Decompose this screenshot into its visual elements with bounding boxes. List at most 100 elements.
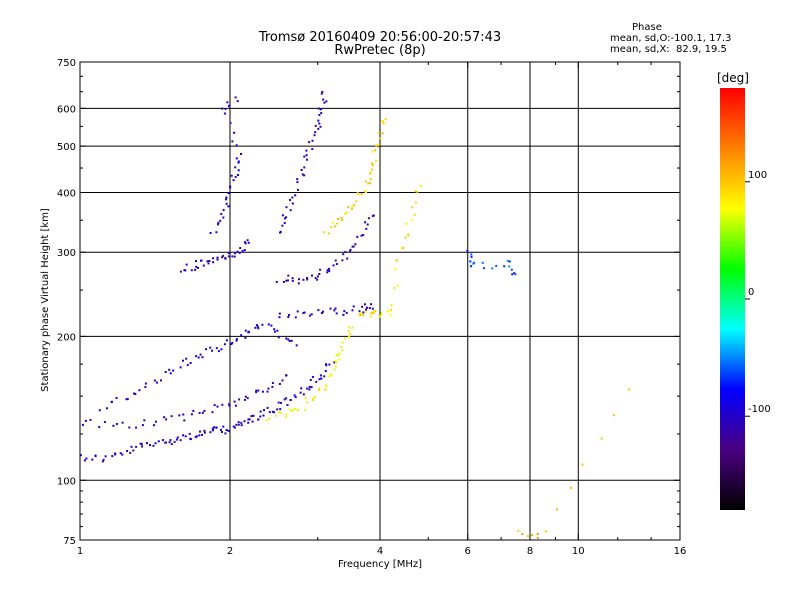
data-point <box>257 327 260 330</box>
data-point <box>195 435 198 438</box>
data-point <box>243 249 246 252</box>
data-point <box>324 370 327 372</box>
phase-info-heading: Phase <box>632 22 662 33</box>
data-point <box>331 221 334 224</box>
data-point <box>369 315 372 318</box>
data-point <box>304 397 307 400</box>
data-point <box>324 388 327 391</box>
data-point <box>201 356 204 359</box>
data-point <box>297 409 299 412</box>
data-point <box>362 313 365 316</box>
data-point <box>333 309 336 312</box>
data-point <box>375 159 378 162</box>
data-point <box>219 219 222 222</box>
data-point <box>225 202 228 205</box>
data-point <box>393 287 396 290</box>
data-point <box>212 261 215 264</box>
data-point <box>536 532 539 535</box>
data-point <box>337 218 340 220</box>
data-point <box>125 398 128 401</box>
data-point <box>238 251 241 254</box>
data-point <box>289 199 292 201</box>
data-point <box>419 185 422 187</box>
data-point <box>283 222 286 224</box>
data-point <box>263 409 265 412</box>
x-tick-label: 4 <box>377 546 383 557</box>
data-point <box>334 360 337 363</box>
data-point <box>514 273 517 276</box>
data-point <box>197 266 199 269</box>
data-point <box>349 248 352 251</box>
data-point <box>347 206 350 209</box>
data-point <box>275 280 278 283</box>
data-point <box>416 190 419 193</box>
data-point <box>102 458 105 461</box>
data-point <box>254 326 257 329</box>
data-point <box>359 313 362 316</box>
data-point <box>183 269 186 272</box>
data-point <box>380 313 383 316</box>
data-point <box>300 387 303 390</box>
data-point <box>305 154 308 157</box>
data-point <box>133 392 136 395</box>
data-point <box>351 326 354 329</box>
data-point <box>163 416 166 419</box>
data-point <box>472 262 475 265</box>
data-point <box>244 395 247 398</box>
data-point <box>202 264 205 267</box>
data-point <box>329 373 332 376</box>
data-point <box>411 218 414 221</box>
data-point <box>362 311 365 314</box>
data-point <box>317 309 320 312</box>
data-point <box>302 312 305 314</box>
data-point <box>79 454 82 457</box>
data-point <box>318 122 321 125</box>
data-point <box>121 453 124 456</box>
data-point <box>270 324 273 327</box>
data-point <box>281 214 284 217</box>
data-point <box>247 418 250 421</box>
data-point <box>213 426 216 429</box>
data-point <box>495 264 498 267</box>
data-point <box>139 442 142 445</box>
data-point <box>228 104 231 107</box>
data-point <box>190 413 193 416</box>
data-point <box>198 434 201 437</box>
data-point <box>482 267 485 270</box>
data-point <box>387 310 390 313</box>
data-point <box>325 364 328 367</box>
y-tick-label: 100 <box>57 476 76 487</box>
data-point <box>338 352 341 355</box>
data-point <box>220 348 223 351</box>
data-point <box>344 251 347 253</box>
data-point <box>351 309 354 312</box>
data-point <box>470 265 472 268</box>
data-point <box>81 423 84 426</box>
data-point <box>301 173 304 176</box>
data-point <box>231 341 234 344</box>
colorbar-tick-label: -100 <box>748 404 771 415</box>
data-point <box>257 418 260 421</box>
data-point <box>162 439 164 442</box>
data-point <box>352 245 355 248</box>
data-point <box>233 131 236 134</box>
data-point <box>374 149 376 152</box>
data-point <box>352 305 355 308</box>
data-point <box>110 401 113 404</box>
data-point <box>294 316 297 319</box>
data-point <box>359 311 362 314</box>
data-point <box>413 213 416 216</box>
data-point <box>247 331 250 334</box>
data-point <box>338 358 341 361</box>
data-point <box>217 223 219 226</box>
data-point <box>89 418 92 421</box>
data-point <box>275 414 278 417</box>
data-point <box>277 401 280 404</box>
data-point <box>295 344 298 347</box>
data-point <box>278 383 281 385</box>
data-point <box>356 235 359 238</box>
data-point <box>371 307 374 310</box>
colorbar: [deg] -100 0 100 <box>717 71 771 510</box>
data-point <box>237 421 240 424</box>
data-point <box>306 158 308 161</box>
